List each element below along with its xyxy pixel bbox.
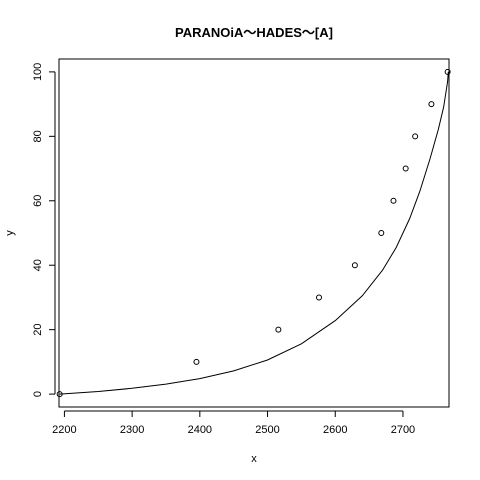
y-tick-label: 0 xyxy=(32,391,44,397)
data-point xyxy=(412,133,419,140)
y-tick-label: 100 xyxy=(32,63,44,81)
x-tick-label: 2300 xyxy=(120,424,144,436)
x-tick-label: 2200 xyxy=(52,424,76,436)
y-tick-label: 60 xyxy=(32,195,44,207)
x-tick-label: 2400 xyxy=(188,424,212,436)
data-point xyxy=(316,294,322,301)
data-point xyxy=(444,68,451,75)
data-point xyxy=(428,101,435,108)
y-tick-label: 20 xyxy=(32,324,44,336)
data-point xyxy=(275,326,282,333)
data-point xyxy=(56,391,63,398)
fit-curve xyxy=(59,71,449,395)
data-point xyxy=(193,358,200,365)
x-tick-label: 2500 xyxy=(255,424,279,436)
y-axis: 0 20 40 60 80 100 xyxy=(32,63,56,397)
y-tick-label: 80 xyxy=(32,130,44,142)
data-point xyxy=(351,262,358,269)
data-points xyxy=(56,68,451,398)
data-point xyxy=(402,165,409,172)
y-axis-label: y xyxy=(4,230,16,236)
x-tick-label: 2700 xyxy=(391,424,415,436)
y-tick-label: 40 xyxy=(32,259,44,271)
data-point xyxy=(378,230,385,236)
x-axis: 2200 2300 2400 2500 2600 2700 xyxy=(52,410,415,436)
x-tick-label: 2600 xyxy=(323,424,347,436)
chart-title: PARANOiA～HADES～[A] xyxy=(175,25,333,40)
plot-frame xyxy=(58,58,450,408)
x-axis-label: x xyxy=(251,453,257,465)
data-point xyxy=(390,197,397,204)
